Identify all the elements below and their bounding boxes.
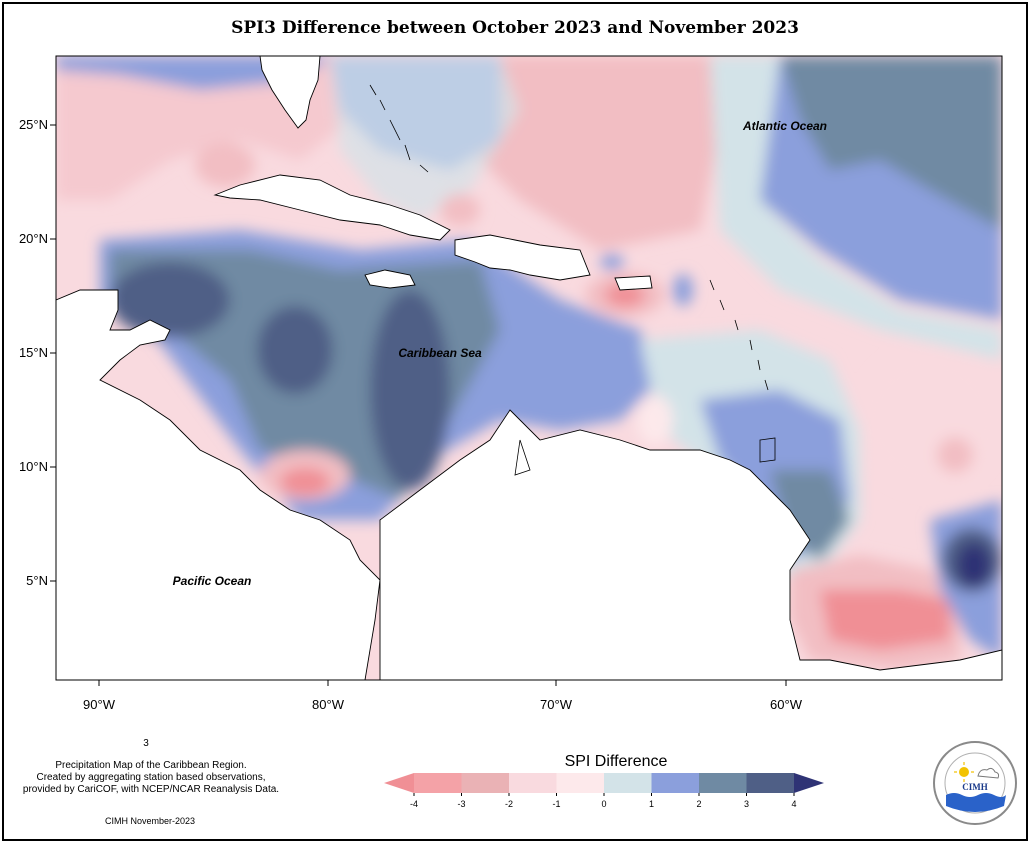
footnote-marker: 3: [143, 738, 149, 749]
lat-tick-label: 10°N: [19, 459, 48, 474]
legend-swatch: [746, 773, 795, 793]
legend-colorbar: [384, 773, 824, 793]
legend-ticks: -4 -3 -2 -1 0 1 2 3 4: [410, 793, 797, 809]
legend-swatch: [461, 773, 510, 793]
legend-tick-label: -4: [410, 799, 418, 809]
footnote-line: Precipitation Map of the Caribbean Regio…: [55, 760, 247, 771]
legend: SPI Difference -4 -3 -2 -1 0 1 2 3 4: [384, 753, 824, 809]
spi-field: Atlantic Ocean Caribbean Sea Pacific Oce…: [56, 56, 1002, 680]
cloud-icon: [977, 767, 1000, 779]
legend-arrow-high: [794, 773, 824, 793]
lon-tick-label: 90°W: [83, 697, 116, 712]
legend-title: SPI Difference: [565, 753, 668, 770]
footnote-text: Precipitation Map of the Caribbean Regio…: [6, 760, 296, 796]
lat-tick-label: 25°N: [19, 117, 48, 132]
legend-swatch: [651, 773, 700, 793]
legend-tick-label: -3: [457, 799, 465, 809]
map-title: SPI3 Difference between October 2023 and…: [231, 18, 799, 38]
lat-tick-label: 5°N: [26, 573, 48, 588]
label-caribbean: Caribbean Sea: [398, 346, 482, 360]
label-atlantic: Atlantic Ocean: [742, 119, 827, 133]
sun-icon: [959, 767, 969, 777]
lon-tick-label: 80°W: [312, 697, 345, 712]
logo-text: CIMH: [962, 782, 988, 792]
cimh-logo: CIMH: [933, 741, 1017, 825]
footnote-credit: CIMH November-2023: [104, 816, 196, 826]
label-pacific: Pacific Ocean: [173, 574, 252, 588]
legend-swatch: [414, 773, 462, 793]
land-masses: [56, 56, 1002, 680]
legend-arrow-low: [384, 773, 414, 793]
legend-swatch: [556, 773, 605, 793]
legend-tick-label: -2: [505, 799, 513, 809]
legend-tick-label: 3: [744, 799, 749, 809]
waves-icon: [946, 793, 1006, 812]
island-outlines: [369, 84, 776, 476]
latitude-axis: 25°N 20°N 15°N 10°N 5°N: [19, 117, 56, 588]
legend-tick-label: 4: [791, 799, 796, 809]
footnote-line: Created by aggregating station based obs…: [36, 772, 266, 783]
legend-swatch: [604, 773, 652, 793]
map-border: [55, 55, 1003, 681]
lon-tick-label: 70°W: [540, 697, 573, 712]
longitude-axis: 90°W 80°W 70°W 60°W: [83, 680, 803, 712]
legend-tick-label: 0: [601, 799, 606, 809]
legend-tick-label: 1: [649, 799, 654, 809]
legend-tick-label: 2: [696, 799, 701, 809]
lat-tick-label: 20°N: [19, 231, 48, 246]
legend-tick-label: -1: [552, 799, 560, 809]
legend-swatch: [509, 773, 557, 793]
legend-swatch: [699, 773, 747, 793]
lat-tick-label: 15°N: [19, 345, 48, 360]
lon-tick-label: 60°W: [770, 697, 803, 712]
footnote-line: provided by CariCOF, with NCEP/NCAR Rean…: [22, 784, 280, 795]
